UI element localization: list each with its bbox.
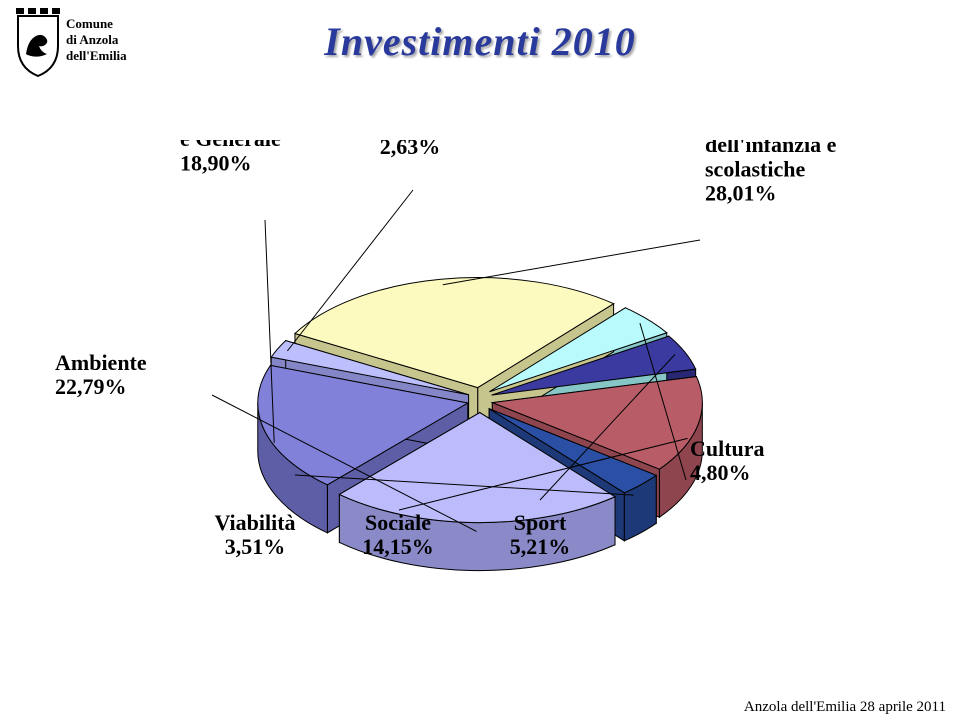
pie-chart: Polizia locale2,63% Politichedell'infanzi… — [50, 140, 910, 640]
pie-label: Ammistrazione Generale18,90% — [180, 140, 314, 175]
page-root: Comune di Anzola dell'Emilia Investiment… — [0, 0, 960, 726]
pie-label: Sport5,21% — [510, 510, 571, 559]
pie-label: Politichedell'infanzia escolastiche28,01… — [705, 140, 837, 206]
page-title: Investimenti 2010 — [0, 18, 960, 65]
pie-label: Viabilità3,51% — [214, 510, 295, 559]
pie-label: Sociale14,15% — [362, 510, 434, 559]
title-text: Investimenti 2010 — [324, 19, 635, 64]
pie-label: Ambiente22,79% — [55, 350, 147, 399]
footer-text: Anzola dell'Emilia 28 aprile 2011 — [744, 699, 946, 716]
pie-label: Polizia locale2,63% — [349, 140, 472, 159]
pie-label: Cultura4,80% — [690, 436, 765, 485]
pie-chart-svg: Polizia locale2,63% Politichedell'infanzi… — [50, 140, 910, 640]
